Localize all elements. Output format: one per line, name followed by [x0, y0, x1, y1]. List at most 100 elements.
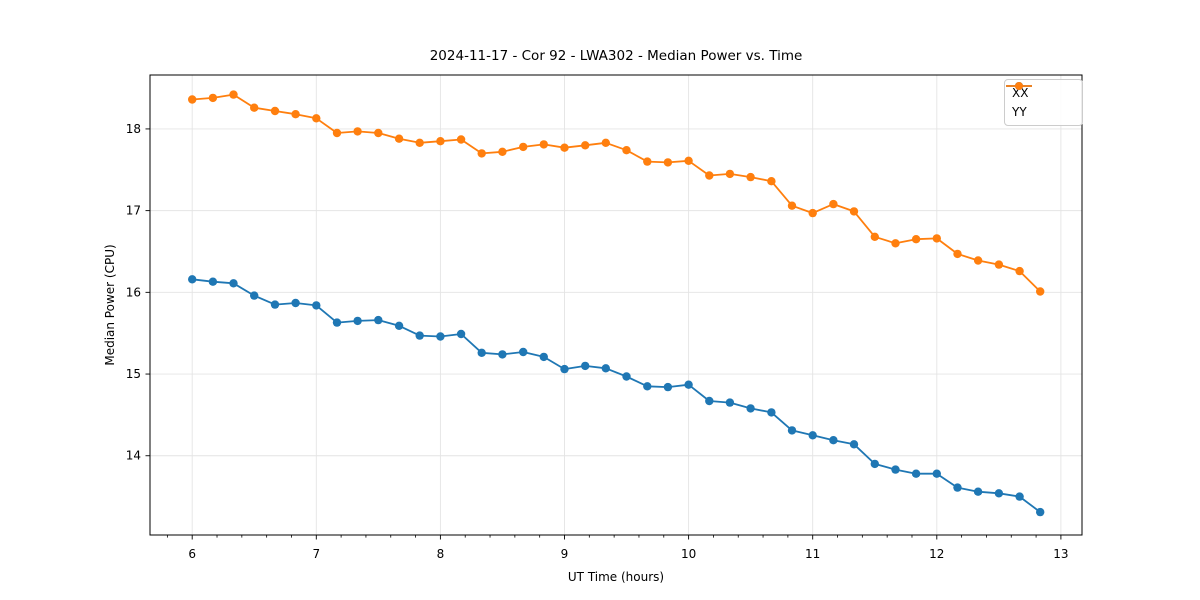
legend: XX YY [1004, 79, 1083, 126]
series-xx-point [663, 382, 673, 392]
series-yy-point [1036, 287, 1045, 296]
legend-swatch-yy [1006, 82, 1032, 90]
series-xx-point [643, 382, 652, 391]
y-tick-label: 14 [126, 449, 141, 463]
series-yy-point [188, 95, 197, 104]
series-yy-point [705, 171, 714, 180]
series-yy-point [436, 137, 445, 146]
series-xx-point [891, 465, 900, 474]
series-yy-point [539, 140, 548, 149]
series-xx-point [808, 431, 817, 440]
series-xx-point [394, 321, 404, 330]
series-yy-point [456, 135, 466, 144]
series-xx-point [622, 372, 631, 381]
legend-item-yy: YY [1006, 82, 1074, 120]
legend-label-xx: XX [1012, 86, 1029, 100]
series-yy-point [1015, 266, 1024, 276]
series-xx-point [353, 316, 362, 326]
x-tick-label: 6 [188, 547, 196, 561]
series-yy-point [312, 114, 321, 123]
series-yy-point [953, 249, 962, 259]
legend-label-yy: YY [1012, 105, 1027, 119]
x-tick-label: 13 [1053, 547, 1068, 561]
series-yy-point [891, 239, 900, 248]
series-xx-point [1036, 507, 1045, 517]
series-xx-point [519, 347, 528, 357]
series-xx-point [870, 459, 879, 469]
series-xx-point [911, 469, 921, 478]
series-xx-point [560, 364, 569, 374]
series-yy-point [746, 172, 755, 182]
series-xx-point [994, 489, 1004, 498]
series-xx-point [229, 279, 238, 288]
series-yy-point [270, 106, 280, 116]
series-xx-point [684, 380, 693, 389]
series-xx-point [374, 315, 383, 325]
series-yy-point [725, 169, 735, 179]
series-yy-point [622, 146, 631, 155]
series-yy-point [415, 138, 424, 147]
series-xx-point [291, 298, 300, 308]
series-xx-point [767, 408, 776, 417]
series-yy-point [849, 207, 859, 216]
x-tick-label: 7 [312, 547, 320, 561]
series-xx-point [787, 426, 797, 435]
series-yy-point [477, 149, 486, 158]
y-tick-label: 15 [126, 367, 141, 381]
x-tick-label: 9 [561, 547, 569, 561]
series-yy-point [519, 142, 528, 152]
series-yy-point [684, 156, 693, 165]
x-tick-label: 12 [929, 547, 944, 561]
series-xx-point [725, 398, 735, 407]
series-xx-point [746, 404, 755, 413]
series-xx-point [312, 301, 321, 310]
series-xx-point [332, 318, 342, 327]
series-yy-point [994, 260, 1004, 269]
series-yy-point [787, 201, 797, 210]
x-tick-label: 10 [681, 547, 696, 561]
series-yy-point [911, 235, 921, 244]
series-yy-point [829, 199, 838, 209]
series-xx-point [270, 300, 280, 309]
y-tick-label: 18 [126, 122, 141, 136]
x-tick-label: 11 [805, 547, 820, 561]
series-yy-point [973, 256, 983, 265]
series-xx-point [415, 331, 424, 340]
series-xx-point [581, 361, 590, 371]
series-yy-point [229, 90, 238, 99]
series-yy-point [581, 141, 590, 150]
series-yy-point [870, 232, 879, 241]
series-yy-point [374, 128, 383, 138]
series-xx-point [849, 440, 859, 449]
series-yy-point [498, 147, 507, 156]
x-tick-label: 8 [437, 547, 445, 561]
legend-marker-1 [1015, 82, 1023, 90]
series-yy-point [767, 177, 776, 186]
series-xx-point [436, 332, 445, 341]
series-xx-point [1015, 492, 1024, 501]
chart-title: 2024-11-17 - Cor 92 - LWA302 - Median Po… [429, 48, 803, 64]
series-xx-point [456, 329, 466, 339]
series-xx-point [539, 352, 548, 362]
series-yy-point [291, 110, 300, 119]
series-yy-point [394, 134, 404, 143]
series-xx-point [250, 291, 259, 300]
series-xx-point [601, 364, 610, 373]
series-yy-point [208, 93, 218, 103]
series-xx-point [705, 396, 714, 406]
series-xx-point [973, 487, 983, 496]
axes-frame [149, 74, 1083, 536]
series-yy-point [663, 158, 673, 167]
series-yy-point [601, 138, 610, 147]
series-xx-point [188, 275, 197, 284]
series-yy-point [353, 127, 362, 136]
series-xx-point [498, 350, 507, 359]
series-yy-point [332, 128, 342, 138]
series-xx-point [208, 277, 218, 286]
series-yy-point [643, 157, 652, 166]
plot-background [150, 75, 1082, 535]
series-yy-point [932, 234, 941, 243]
y-tick-label: 16 [126, 285, 141, 299]
series-yy-point [250, 103, 259, 112]
